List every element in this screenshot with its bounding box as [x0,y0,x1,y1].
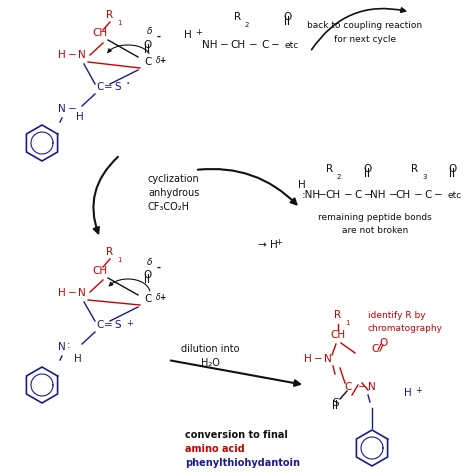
Text: C: C [144,57,152,67]
Text: =: = [104,82,112,92]
Text: H: H [76,112,84,122]
Text: 2: 2 [337,174,341,180]
Text: 1: 1 [345,320,349,326]
Text: R: R [327,164,334,174]
Text: N: N [58,342,66,352]
Text: O: O [364,164,372,174]
Text: 1: 1 [117,20,121,26]
Text: H: H [404,388,412,398]
Text: → H: → H [258,240,278,250]
Text: CH: CH [92,28,108,38]
Text: −: − [357,382,366,392]
Text: C: C [424,190,432,200]
Text: +: + [275,238,282,247]
Text: cyclization: cyclization [148,174,200,184]
Text: −: − [389,190,397,200]
Text: :NH: :NH [302,190,321,200]
Text: C: C [96,82,104,92]
Text: −: − [364,190,373,200]
Text: C: C [144,294,152,304]
Text: C: C [354,190,362,200]
Text: R: R [335,310,342,320]
Text: $\delta$+: $\delta$+ [155,54,167,65]
Text: −: − [249,40,257,50]
Text: −: − [68,288,76,298]
Text: R: R [107,10,114,20]
Text: S: S [115,320,121,330]
Text: S: S [333,398,339,408]
Text: -: - [157,32,161,42]
Text: CH: CH [395,190,410,200]
Text: back to coupling reaction: back to coupling reaction [308,21,422,30]
Text: remaining peptide bonds: remaining peptide bonds [318,213,432,222]
Text: $\delta$: $\delta$ [146,25,154,36]
Text: etc: etc [285,41,299,50]
Text: =: = [104,320,112,330]
Text: O: O [449,164,457,174]
Text: CF₃CO₂H: CF₃CO₂H [148,202,190,212]
Text: NH: NH [370,190,386,200]
Text: H: H [298,180,306,190]
Text: N: N [324,354,332,364]
Text: $\delta$+: $\delta$+ [155,291,167,302]
Text: $\delta$: $\delta$ [146,256,154,267]
Text: R: R [107,247,114,257]
Text: etc: etc [448,191,462,200]
Text: −: − [314,354,322,364]
Text: −: − [68,104,76,114]
Text: dilution into: dilution into [181,344,239,354]
Text: H: H [304,354,312,364]
Text: C: C [344,382,352,392]
Text: +: + [126,319,133,328]
Text: O: O [380,338,388,348]
Text: anhydrous: anhydrous [148,188,200,198]
Text: conversion to final: conversion to final [185,430,288,440]
Text: R: R [411,164,419,174]
Text: −: − [344,190,352,200]
Text: identify R by: identify R by [368,311,426,320]
Text: CH: CH [326,190,340,200]
Text: S: S [115,82,121,92]
Text: :: : [67,340,71,350]
Text: ·: · [126,77,130,91]
Text: −: − [434,190,442,200]
Text: -: - [157,263,161,273]
Text: CH: CH [330,330,346,340]
Text: N: N [78,288,86,298]
Text: phenylthiohydantoin: phenylthiohydantoin [185,458,300,468]
Text: N: N [78,50,86,60]
Text: C: C [371,344,379,354]
Text: O: O [144,40,152,50]
Text: O: O [284,12,292,22]
Text: N: N [58,104,66,114]
Text: C: C [96,320,104,330]
Text: 3: 3 [422,174,427,180]
Text: H: H [58,50,66,60]
Text: −: − [318,190,327,200]
Text: 2: 2 [245,22,249,28]
Text: amino acid: amino acid [185,444,245,454]
Text: N: N [368,382,376,392]
Text: chromatography: chromatography [368,324,443,333]
Text: H: H [184,30,192,40]
Text: CH: CH [92,266,108,276]
Text: H₂O: H₂O [201,358,219,368]
Text: for next cycle: for next cycle [334,35,396,44]
Text: are not broken: are not broken [342,226,408,235]
Text: H: H [58,288,66,298]
Text: −: − [414,190,422,200]
Text: H: H [74,354,82,364]
Text: NH: NH [202,40,218,50]
Text: −: − [68,50,76,60]
Text: CH: CH [230,40,246,50]
Text: −: − [271,40,279,50]
Text: R: R [235,12,242,22]
Text: 1: 1 [117,257,121,263]
Text: +: + [415,386,422,395]
Text: +: + [195,28,202,37]
Text: C: C [261,40,269,50]
Text: O: O [144,270,152,280]
Text: −: − [219,40,228,50]
